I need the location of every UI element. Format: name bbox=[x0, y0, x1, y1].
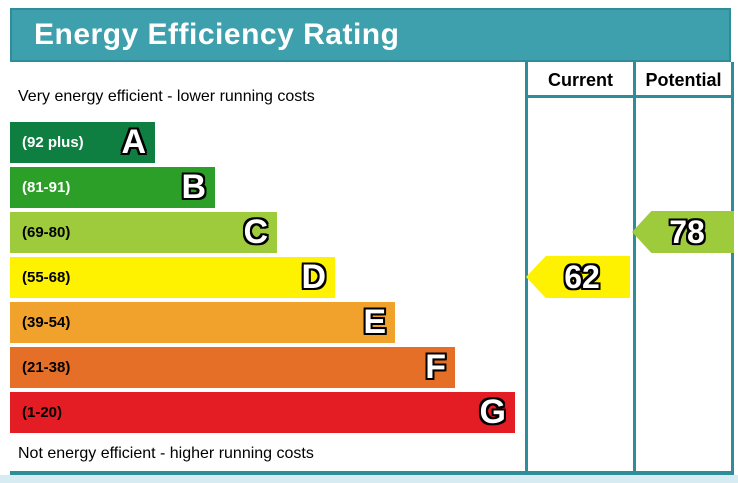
page-title: Energy Efficiency Rating bbox=[34, 18, 400, 51]
band-g-range: (1-20) bbox=[22, 404, 63, 421]
band-b-range: (81-91) bbox=[22, 179, 71, 196]
band-g-letter: G bbox=[479, 393, 506, 431]
band-a: (92 plus) A bbox=[10, 122, 155, 163]
band-c-range: (69-80) bbox=[22, 224, 71, 241]
potential-rating-value: 78 bbox=[669, 213, 705, 250]
table-border-middle bbox=[633, 62, 636, 474]
band-c-letter: C bbox=[243, 213, 268, 251]
band-a-range: (92 plus) bbox=[22, 134, 84, 151]
band-f: (21-38) F bbox=[10, 347, 455, 388]
bottom-border-line bbox=[10, 471, 734, 475]
table-border-left bbox=[525, 62, 528, 474]
title-bar: Energy Efficiency Rating bbox=[10, 8, 731, 62]
band-a-letter: A bbox=[121, 123, 146, 161]
bottom-strip bbox=[0, 475, 738, 483]
current-rating-value: 62 bbox=[564, 258, 600, 295]
potential-column-header: Potential bbox=[645, 69, 722, 90]
top-note: Very energy efficient - lower running co… bbox=[18, 88, 315, 105]
current-column-header: Current bbox=[547, 69, 613, 90]
band-g: (1-20) G bbox=[10, 392, 515, 433]
band-d-letter: D bbox=[301, 258, 326, 296]
band-e-letter: E bbox=[363, 303, 386, 341]
band-c: (69-80) C bbox=[10, 212, 277, 253]
band-b-letter: B bbox=[181, 168, 206, 206]
table-border-right bbox=[731, 62, 734, 474]
current-rating-arrow: 62 bbox=[526, 256, 630, 298]
band-f-range: (21-38) bbox=[22, 359, 71, 376]
band-e: (39-54) E bbox=[10, 302, 395, 343]
bottom-note: Not energy efficient - higher running co… bbox=[18, 445, 314, 462]
potential-rating-arrow: 78 bbox=[632, 211, 734, 253]
header-separator-line bbox=[525, 95, 734, 98]
band-b: (81-91) B bbox=[10, 167, 215, 208]
band-d-range: (55-68) bbox=[22, 269, 71, 286]
band-d: (55-68) D bbox=[10, 257, 335, 298]
band-f-letter: F bbox=[425, 348, 446, 386]
band-e-range: (39-54) bbox=[22, 314, 71, 331]
